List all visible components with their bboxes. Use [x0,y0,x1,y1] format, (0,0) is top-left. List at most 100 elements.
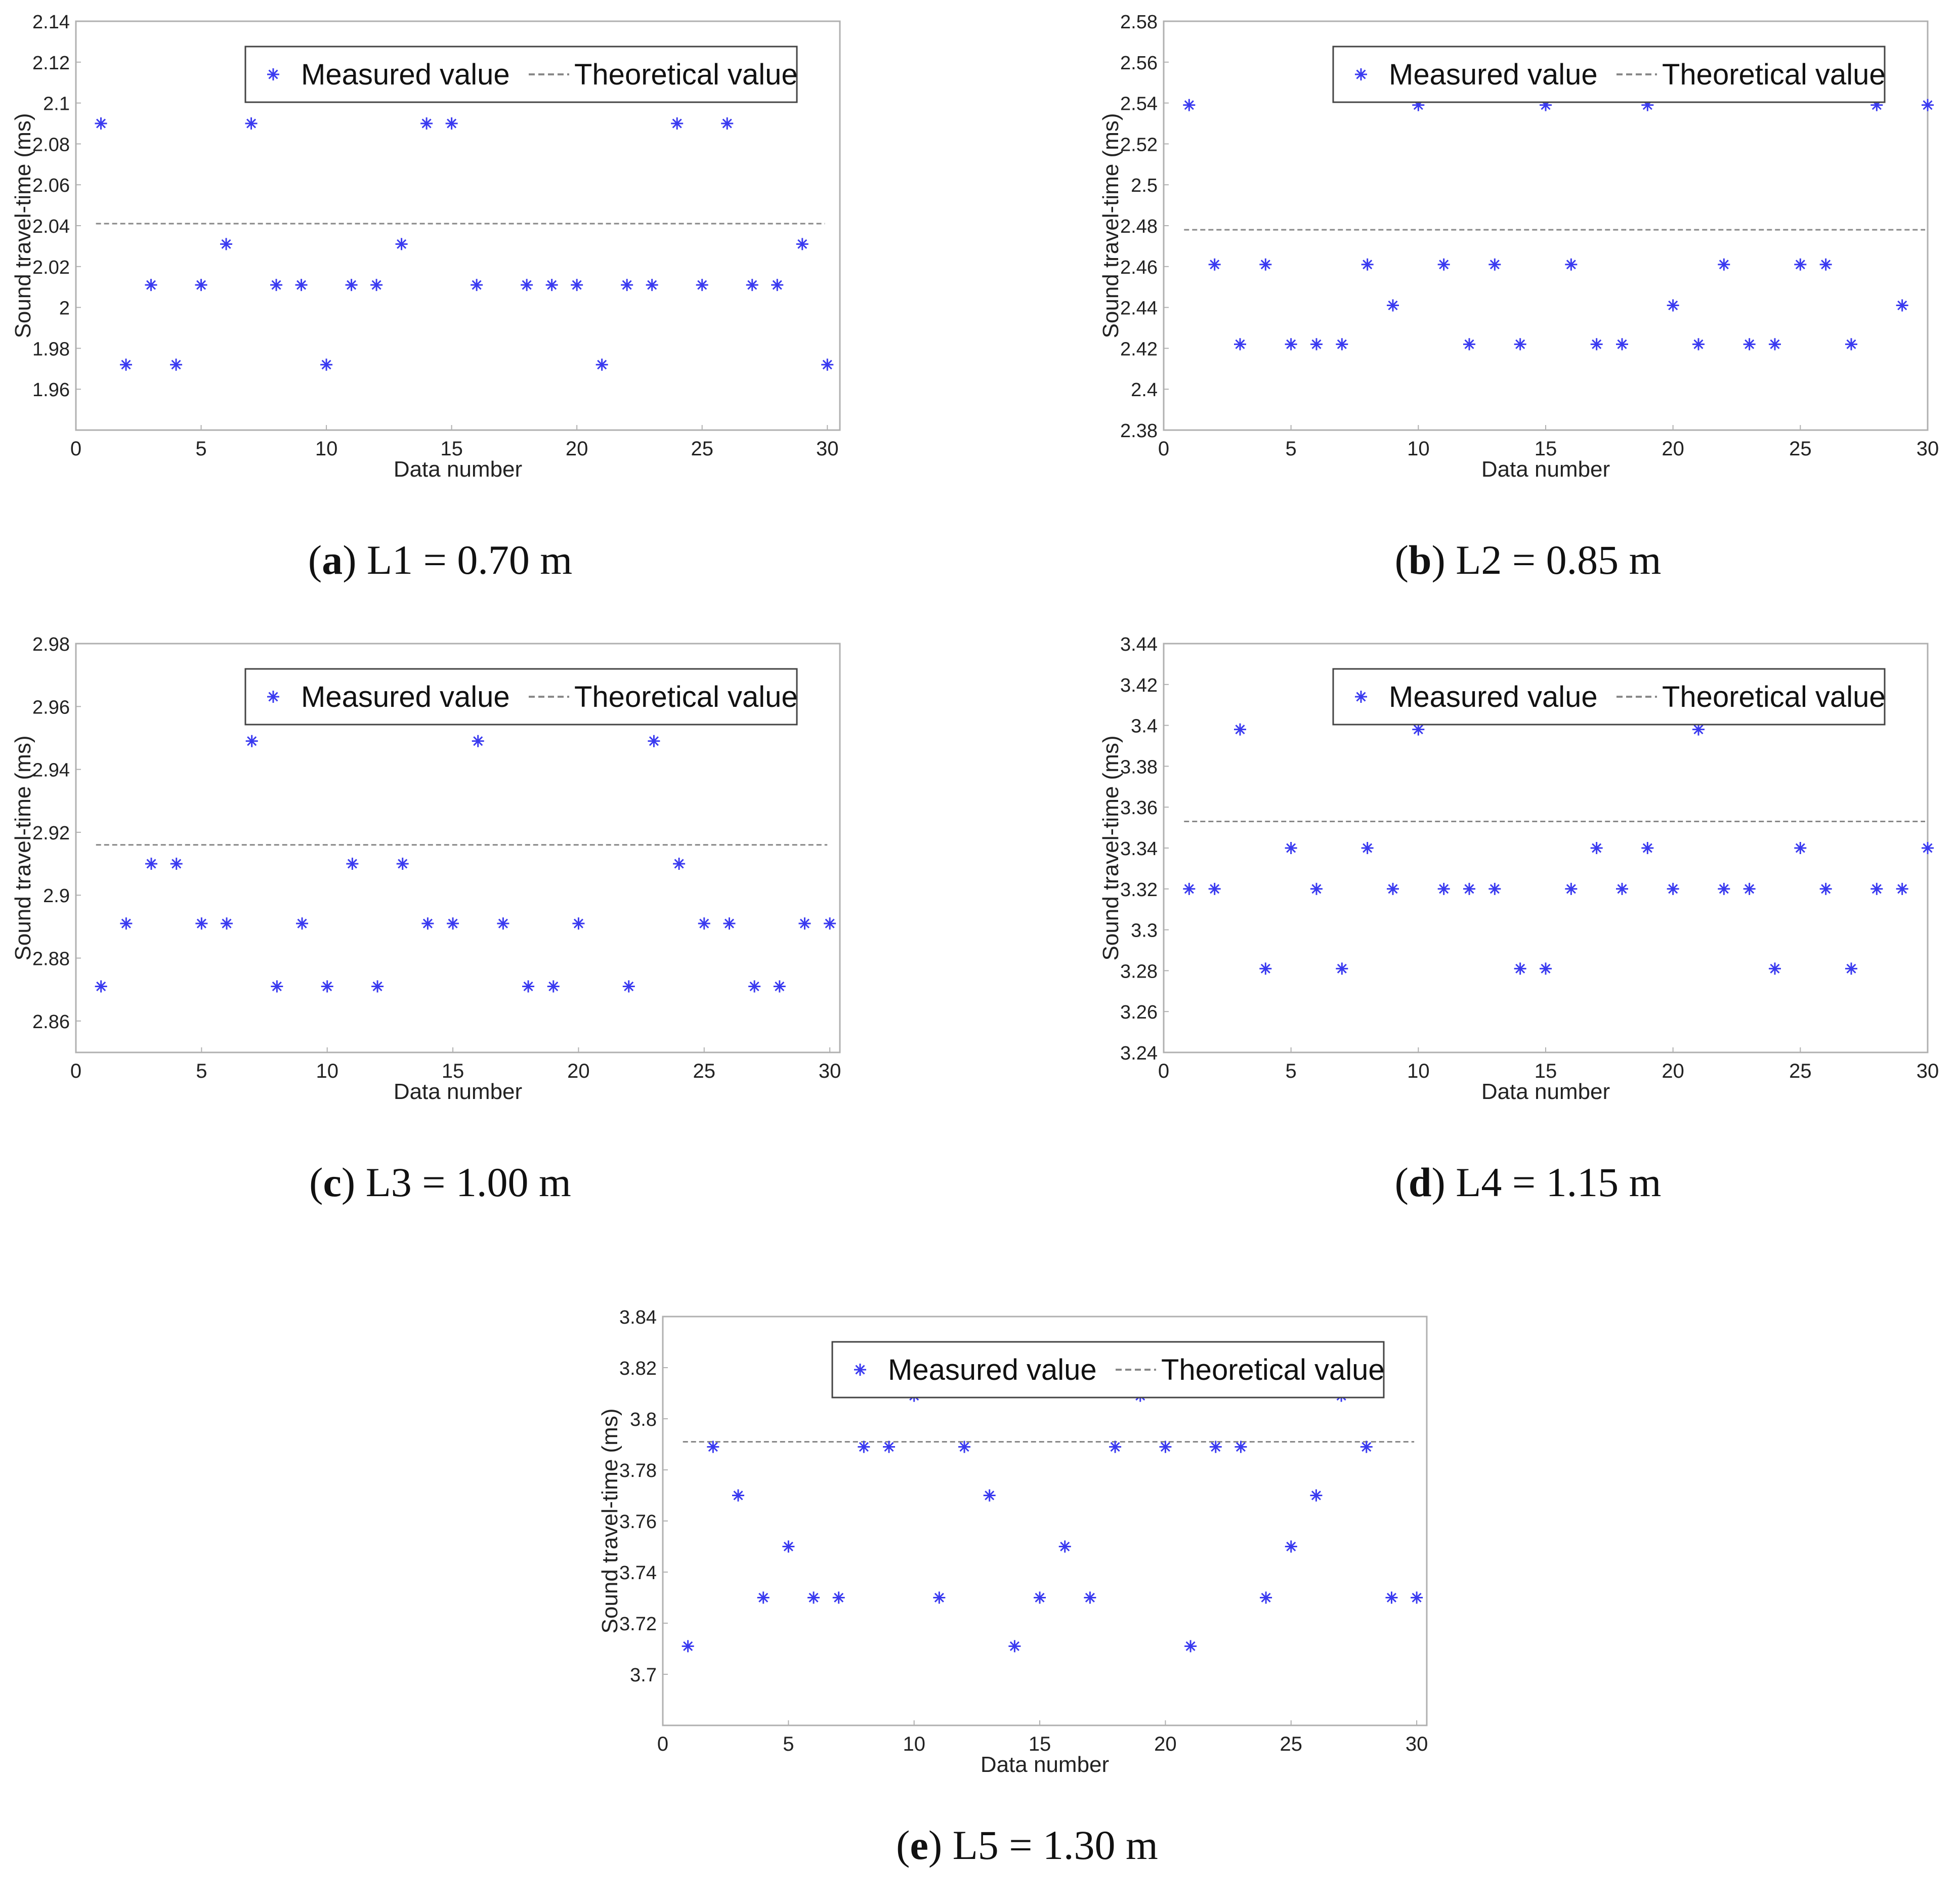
measured-point [1769,338,1781,351]
y-tick-label: 2.92 [32,823,70,844]
measured-point [1667,882,1679,895]
measured-point [195,917,208,930]
legend-theoretical-label: Theoretical value [1161,1353,1385,1386]
x-tick-label: 30 [819,1060,841,1082]
measured-point [1590,842,1603,854]
measured-point [933,1591,946,1604]
y-tick-label: 2.38 [1120,420,1158,442]
x-tick-label: 30 [1917,1060,1939,1082]
y-axis-label: Sound travel-time (ms) [11,113,35,338]
measured-point [120,358,133,371]
scatter-chart-b: 0 5 10 15 20 25 30 2.38 2.4 2.42 2.44 2.46 2.48 2.5 2.… [1098,12,1939,482]
x-axis-label: Data number [394,457,522,482]
measured-point [1896,882,1908,895]
measured-point [732,1489,745,1502]
measured-point [1590,338,1603,351]
y-tick-label: 3.34 [1120,838,1158,860]
x-tick-label: 10 [316,1060,338,1082]
y-tick-label: 2.52 [1120,134,1158,155]
y-tick-label: 2.4 [1131,379,1158,401]
measured-point [1514,962,1526,975]
measured-point [545,279,558,291]
measured-point [170,358,183,371]
measured-point [1008,1640,1021,1653]
y-tick-label: 2.94 [32,760,70,781]
y-tick-label: 3.38 [1120,756,1158,778]
x-axis-label: Data number [1481,457,1610,482]
measured-point [798,917,811,930]
measured-point [296,917,309,930]
x-tick-label: 25 [691,438,713,460]
measured-point [723,917,736,930]
measured-point [1794,842,1807,854]
x-tick-label: 5 [783,1733,794,1755]
measured-point [1184,1640,1197,1653]
y-tick-label: 2.14 [32,12,70,33]
y-tick-label: 3.82 [619,1358,657,1379]
y-tick-label: 3.24 [1120,1043,1158,1064]
x-tick-label: 20 [1662,1060,1684,1082]
y-tick-label: 1.98 [32,339,70,360]
measured-point [220,238,233,250]
measured-point [1234,723,1246,736]
measured-point [95,117,107,130]
legend-measured-marker [854,1364,866,1376]
measured-point [1922,99,1934,111]
scatter-chart-a: 0 5 10 15 20 25 30 1.96 1.98 2 2.02 2.04 2.06 2.08 2.1… [11,12,841,482]
x-tick-label: 25 [693,1060,716,1082]
measured-point [572,917,585,930]
legend-box [831,1341,1385,1399]
measured-point [1209,1441,1222,1453]
measured-point [1385,1591,1398,1604]
scatter-chart-c: 0 5 10 15 20 25 30 2.86 2.88 2.9 2.92 2.94 2.96 2.98 D… [11,634,841,1104]
chart-caption-d: (d) L4 = 1.15 m [1394,1159,1662,1205]
measured-point [1310,1489,1323,1502]
x-tick-label: 15 [1535,438,1557,460]
y-axis-label: Sound travel-time (ms) [11,735,35,960]
measured-point [1310,338,1323,351]
x-tick-label: 20 [1662,438,1684,460]
x-tick-label: 25 [1280,1733,1303,1755]
y-tick-label: 3.44 [1120,634,1158,655]
measured-point [221,917,233,930]
measured-point [1870,882,1883,895]
x-axis-label: Data number [1481,1079,1610,1104]
measured-point [346,858,359,870]
y-tick-label: 2.02 [32,257,70,278]
measured-point [1514,338,1526,351]
measured-point [471,279,483,291]
y-tick-label: 3.32 [1120,879,1158,901]
measured-point [773,980,786,993]
scatter-chart-d: 0 5 10 15 20 25 30 3.24 3.26 3.28 3.3 3.32 3.34 3.36 3… [1098,634,1939,1104]
measured-point [622,980,635,993]
measured-point [1360,1441,1373,1453]
measured-point [796,238,809,250]
measured-point [858,1441,870,1453]
measured-point [671,117,684,130]
measured-point [696,279,708,291]
y-tick-label: 2.86 [32,1011,70,1033]
measured-point [621,279,633,291]
measured-point [1260,1591,1272,1604]
measured-point [648,735,660,747]
y-tick-label: 3.78 [619,1460,657,1482]
measured-point [497,917,509,930]
x-tick-label: 0 [657,1733,668,1755]
y-tick-label: 3.42 [1120,675,1158,696]
x-tick-label: 30 [816,438,839,460]
measured-point [983,1489,996,1502]
x-tick-label: 15 [440,438,463,460]
x-tick-label: 15 [1535,1060,1557,1082]
x-tick-label: 5 [195,438,206,460]
y-tick-label: 3.3 [1131,920,1158,942]
legend-measured-label: Measured value [301,58,510,91]
measured-point [321,980,333,993]
measured-point [395,238,408,250]
y-tick-label: 2.54 [1120,94,1158,115]
measured-point [958,1441,971,1453]
measured-point [646,279,658,291]
measured-point [345,279,358,291]
x-tick-label: 0 [1158,1060,1169,1082]
measured-point [1235,1441,1247,1453]
measured-point [1616,338,1628,351]
